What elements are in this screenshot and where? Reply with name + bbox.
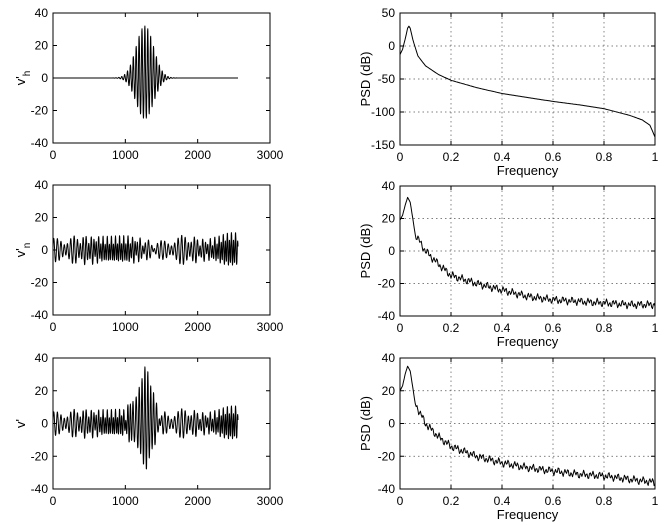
x-tick-label: 0.2 [443,321,460,335]
y-tick-label: 20 [382,212,396,226]
y-tick-label: 0 [388,244,395,258]
y-tick-label: 40 [35,351,49,365]
series-line [399,25,656,138]
y-tick-label: 50 [382,6,396,20]
x-tick-label: 3000 [257,320,284,334]
x-tick-label: 1 [652,494,659,508]
x-axis-label: Frequency [497,334,559,349]
x-axis-label: Frequency [497,163,559,178]
y-axis-label-subscript: n [22,243,33,249]
y-tick-label: 0 [41,417,48,431]
chart-v-psd: 0 0.2 0.4 0.6 0.8 1 -40 -20 0 20 40 Frequency PSD (d… [358,351,659,522]
x-tick-label: 0 [397,321,404,335]
series-line [399,196,656,310]
chart-v-time: 0 1000 2000 3000 -40 -20 0 20 40 v' [13,351,284,508]
y-axis-label: PSD (dB) [358,52,373,107]
y-tick-label: 40 [35,6,49,20]
y-axis-label: PSD (dB) [358,396,373,451]
x-tick-label: 2000 [184,148,211,162]
x-tick-label: 0 [397,494,404,508]
y-axis-label: v' [13,419,28,428]
chart-vn-time: 0 1000 2000 3000 -40 -20 0 20 40 v'n [13,178,284,334]
x-tick-label: 0.6 [545,494,562,508]
y-tick-label: 40 [35,178,49,192]
y-axis-label: v'n [13,243,33,258]
y-tick-label: -40 [31,482,49,496]
x-tick-label: 0.6 [545,150,562,164]
y-tick-label: -50 [378,72,396,86]
x-tick-label: 0.4 [494,150,511,164]
x-tick-label: 1000 [112,148,139,162]
chart-vn-psd: 0 0.2 0.4 0.6 0.8 1 -40 -20 0 20 40 Frequency PSD (d… [358,179,659,349]
y-tick-label: -40 [378,309,396,323]
x-tick-label: 3000 [257,494,284,508]
x-tick-label: 1000 [112,320,139,334]
y-tick-label: 40 [382,179,396,193]
x-tick-label: 0 [50,494,57,508]
x-tick-label: 1000 [112,494,139,508]
y-tick-label: -40 [31,308,49,322]
x-tick-label: 1 [652,321,659,335]
y-axis-label: v'h [13,71,33,86]
y-tick-label: -40 [378,482,396,496]
x-tick-label: 0 [397,150,404,164]
y-tick-label: 20 [35,39,49,53]
y-tick-label: -20 [31,276,49,290]
y-tick-label: 40 [382,351,396,365]
x-tick-label: 0.2 [443,150,460,164]
y-axis-label-subscript: h [22,71,33,77]
y-tick-label: 0 [388,39,395,53]
y-tick-label: -20 [378,277,396,291]
chart-vh-psd: 0 0.2 0.4 0.6 0.8 1 -150 -100 -50 0 50 Frequency PSD… [358,6,659,178]
y-tick-label: -150 [371,138,395,152]
x-tick-label: 1 [652,150,659,164]
y-tick-label: 0 [41,243,48,257]
y-tick-label: 0 [41,71,48,85]
series-line [52,366,239,470]
chart-vh-time: 0 1000 2000 3000 -40 -20 0 20 40 v'h [13,6,284,162]
series-line [52,232,239,266]
x-tick-label: 0.6 [545,321,562,335]
series-line [399,365,656,487]
x-tick-label: 0.2 [443,494,460,508]
x-tick-label: 0.8 [596,494,613,508]
y-tick-label: -20 [31,104,49,118]
y-tick-label: -40 [31,136,49,150]
y-tick-label: -20 [31,449,49,463]
y-tick-label: 20 [35,384,49,398]
y-tick-label: 20 [35,211,49,225]
x-tick-label: 0 [50,320,57,334]
x-tick-label: 0 [50,148,57,162]
y-tick-label: 20 [382,384,396,398]
y-tick-label: 0 [388,417,395,431]
y-tick-label: -100 [371,105,395,119]
x-tick-label: 3000 [257,148,284,162]
x-axis-label: Frequency [497,507,559,522]
x-tick-label: 2000 [184,494,211,508]
x-tick-label: 0.8 [596,150,613,164]
series-line [52,25,239,119]
y-tick-label: -20 [378,449,396,463]
x-tick-label: 0.4 [494,321,511,335]
x-tick-label: 2000 [184,320,211,334]
x-tick-label: 0.8 [596,321,613,335]
y-axis-label: PSD (dB) [358,224,373,279]
x-tick-label: 0.4 [494,494,511,508]
